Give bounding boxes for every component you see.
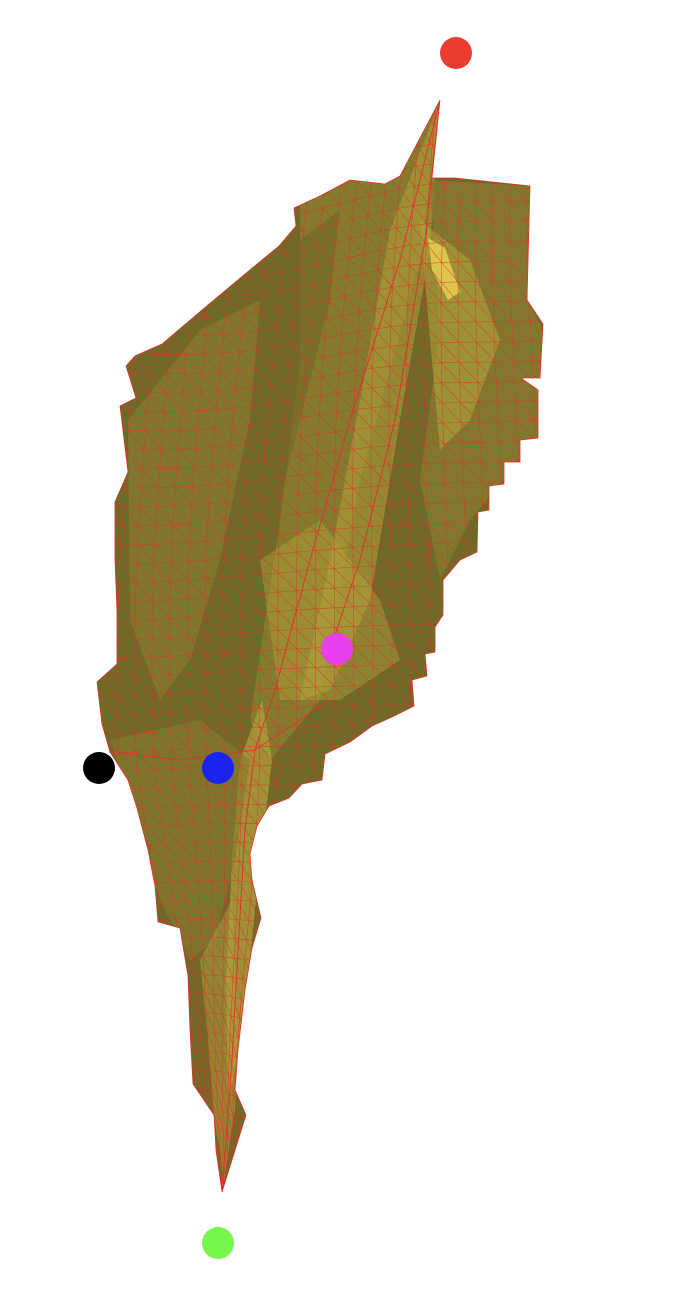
green-marker[interactable] [202, 1227, 234, 1259]
marker-layer [83, 37, 472, 1259]
shading-patch [300, 100, 440, 700]
magenta-marker[interactable] [321, 633, 353, 665]
shading-patch [260, 520, 400, 700]
shading-patch [128, 300, 260, 700]
fold-crease [329, 100, 441, 651]
red-marker[interactable] [440, 37, 472, 69]
fold-crease [221, 749, 256, 1192]
black-marker[interactable] [83, 752, 115, 784]
blue-marker[interactable] [202, 752, 234, 784]
shading-patch [428, 238, 460, 300]
fold-crease [254, 100, 441, 751]
surface-outline [96, 99, 544, 1193]
